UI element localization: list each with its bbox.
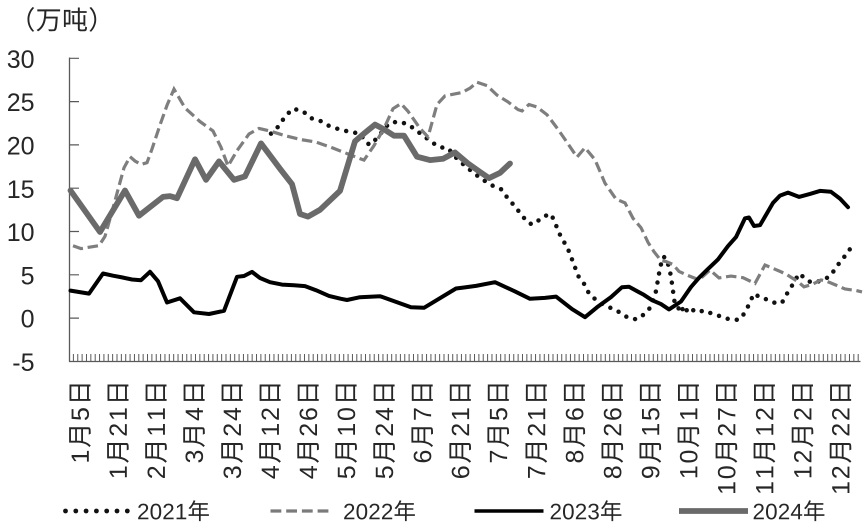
svg-text:15: 15 <box>7 176 35 204</box>
svg-text:25: 25 <box>7 89 35 117</box>
svg-text:-5: -5 <box>12 349 34 377</box>
svg-text:10: 10 <box>7 219 35 247</box>
svg-text:20: 20 <box>7 133 35 161</box>
svg-text:0: 0 <box>21 306 35 334</box>
svg-text:5: 5 <box>21 262 35 290</box>
svg-text:30: 30 <box>7 46 35 74</box>
